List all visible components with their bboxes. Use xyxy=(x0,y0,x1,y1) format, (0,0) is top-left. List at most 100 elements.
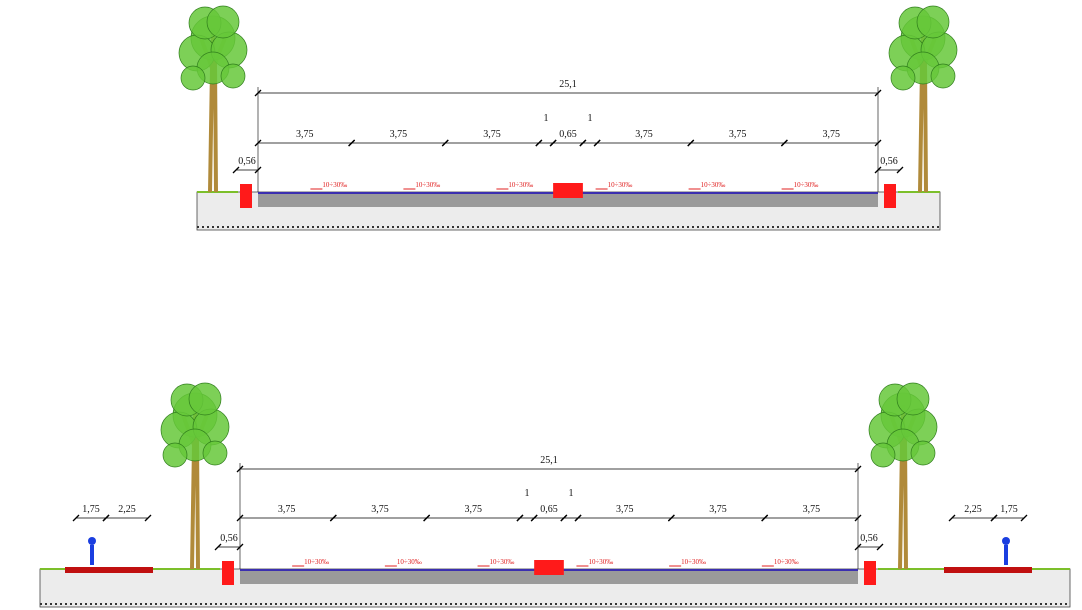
dim-label: 0,56 xyxy=(238,156,256,167)
dim-tick xyxy=(854,465,862,473)
dim-tick xyxy=(1020,514,1028,522)
slope: 10÷30‰ xyxy=(304,558,329,566)
dim-tick xyxy=(874,139,882,147)
dim-label: 25,1 xyxy=(540,455,558,466)
dim-label: 3,75 xyxy=(616,504,634,515)
dim-tick xyxy=(876,543,884,551)
dim-tick xyxy=(236,465,244,473)
dim-tick xyxy=(874,166,882,174)
median xyxy=(534,560,564,575)
pavement xyxy=(258,193,878,207)
dim-tick xyxy=(254,166,262,174)
dim-tick xyxy=(254,89,262,97)
tree-crown xyxy=(180,65,206,91)
dim-label: 3,75 xyxy=(822,129,840,140)
curb xyxy=(884,184,896,208)
dim-label: 0,56 xyxy=(860,533,878,544)
dim-label: 3,75 xyxy=(803,504,821,515)
dim-tick xyxy=(214,543,222,551)
dim-tick xyxy=(423,514,431,522)
tree-crown xyxy=(220,63,246,89)
dim-tick xyxy=(236,543,244,551)
dim-label: 1,75 xyxy=(1000,504,1018,515)
tree-crown xyxy=(910,440,936,466)
dim-tick xyxy=(990,514,998,522)
tree-crown xyxy=(916,5,950,39)
slope: 10÷30‰ xyxy=(490,558,515,566)
curb xyxy=(222,561,234,585)
dim-tick xyxy=(687,139,695,147)
tree-crown xyxy=(202,440,228,466)
curb xyxy=(240,184,252,208)
dim-tick xyxy=(593,139,601,147)
bike-icon xyxy=(1002,537,1010,545)
tree-crown xyxy=(890,65,916,91)
dim-tick xyxy=(441,139,449,147)
dim-label: 1 xyxy=(588,113,593,124)
dim-tick xyxy=(761,514,769,522)
dim-label: 1 xyxy=(568,488,573,499)
dim-label: 1 xyxy=(525,488,530,499)
sidewalk xyxy=(944,567,1032,573)
slope: 10÷30‰ xyxy=(508,181,533,189)
dim-label: 3,75 xyxy=(371,504,389,515)
dim-tick xyxy=(144,514,152,522)
dim-tick xyxy=(535,139,543,147)
slope: 10÷30‰ xyxy=(794,181,819,189)
tree-crown xyxy=(162,442,188,468)
dim-tick xyxy=(516,514,524,522)
bike-icon xyxy=(1004,545,1008,565)
bike-icon xyxy=(88,537,96,545)
dim-label: 3,75 xyxy=(390,129,408,140)
slope: 10÷30‰ xyxy=(701,181,726,189)
slope: 10÷30‰ xyxy=(608,181,633,189)
dim-label: 2,25 xyxy=(118,504,136,515)
pavement xyxy=(240,570,858,584)
dim-tick xyxy=(874,89,882,97)
tree-crown xyxy=(870,442,896,468)
dim-tick xyxy=(549,139,557,147)
sidewalk xyxy=(65,567,153,573)
dim-label: 0,65 xyxy=(559,129,577,140)
dim-tick xyxy=(560,514,568,522)
dim-label: 3,75 xyxy=(296,129,314,140)
dim-tick xyxy=(530,514,538,522)
bike-icon xyxy=(90,545,94,565)
dim-tick xyxy=(102,514,110,522)
dim-tick xyxy=(329,514,337,522)
dim-label: 0,56 xyxy=(880,156,898,167)
dim-tick xyxy=(72,514,80,522)
dim-label: 2,25 xyxy=(964,504,982,515)
dim-tick xyxy=(579,139,587,147)
dim-label: 3,75 xyxy=(483,129,501,140)
dim-tick xyxy=(236,514,244,522)
tree-crown xyxy=(188,382,222,416)
slope: 10÷30‰ xyxy=(681,558,706,566)
dim-label: 3,75 xyxy=(729,129,747,140)
dim-tick xyxy=(574,514,582,522)
slope: 10÷30‰ xyxy=(774,558,799,566)
dim-label: 3,75 xyxy=(709,504,727,515)
dim-label: 1,75 xyxy=(82,504,100,515)
curb xyxy=(864,561,876,585)
slope: 10÷30‰ xyxy=(415,181,440,189)
tree-crown xyxy=(896,382,930,416)
tree-crown xyxy=(930,63,956,89)
slope: 10÷30‰ xyxy=(588,558,613,566)
dim-tick xyxy=(896,166,904,174)
dim-label: 3,75 xyxy=(465,504,483,515)
dim-label: 3,75 xyxy=(278,504,296,515)
dim-label: 0,56 xyxy=(220,533,238,544)
dim-tick xyxy=(667,514,675,522)
dim-tick xyxy=(348,139,356,147)
slope: 10÷30‰ xyxy=(397,558,422,566)
median xyxy=(553,183,583,198)
dim-label: 0,65 xyxy=(540,504,558,515)
tree-crown xyxy=(206,5,240,39)
dim-tick xyxy=(254,139,262,147)
dim-tick xyxy=(854,514,862,522)
dim-tick xyxy=(232,166,240,174)
dim-tick xyxy=(854,543,862,551)
dim-tick xyxy=(948,514,956,522)
